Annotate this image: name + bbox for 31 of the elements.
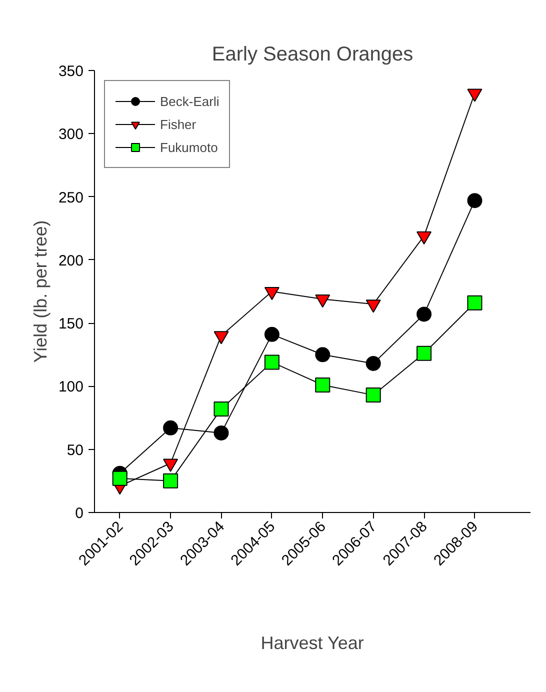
point xyxy=(467,88,482,102)
point xyxy=(416,346,432,361)
point xyxy=(467,295,482,310)
point xyxy=(467,193,482,208)
point xyxy=(366,388,381,403)
point xyxy=(264,326,280,342)
y-tick-label: 250 xyxy=(58,189,84,206)
legend-label: Fukumoto xyxy=(160,140,218,154)
legend-label: Fisher xyxy=(160,116,196,132)
x-axis-title: Harvest Year xyxy=(260,633,364,654)
point xyxy=(416,231,432,245)
point xyxy=(366,356,381,371)
point xyxy=(214,401,229,416)
point xyxy=(264,354,280,370)
point xyxy=(315,377,330,392)
y-tick-label: 0 xyxy=(75,505,84,522)
point xyxy=(315,347,330,362)
y-tick-label: 300 xyxy=(58,126,84,144)
point xyxy=(214,425,229,440)
y-tick-label: 200 xyxy=(58,252,84,270)
y-axis-title: Yield (lb. per tree) xyxy=(30,220,50,363)
point xyxy=(163,473,178,488)
point xyxy=(416,306,432,322)
y-tick-label: 50 xyxy=(66,442,84,459)
y-tick-label: 100 xyxy=(58,378,84,396)
point xyxy=(163,420,178,436)
chart-title: Early Season Oranges xyxy=(212,44,414,66)
y-tick-label: 150 xyxy=(58,316,84,333)
y-tick-label: 350 xyxy=(58,63,84,80)
legend-label: Beck-Earli xyxy=(160,94,220,108)
point xyxy=(112,470,128,486)
